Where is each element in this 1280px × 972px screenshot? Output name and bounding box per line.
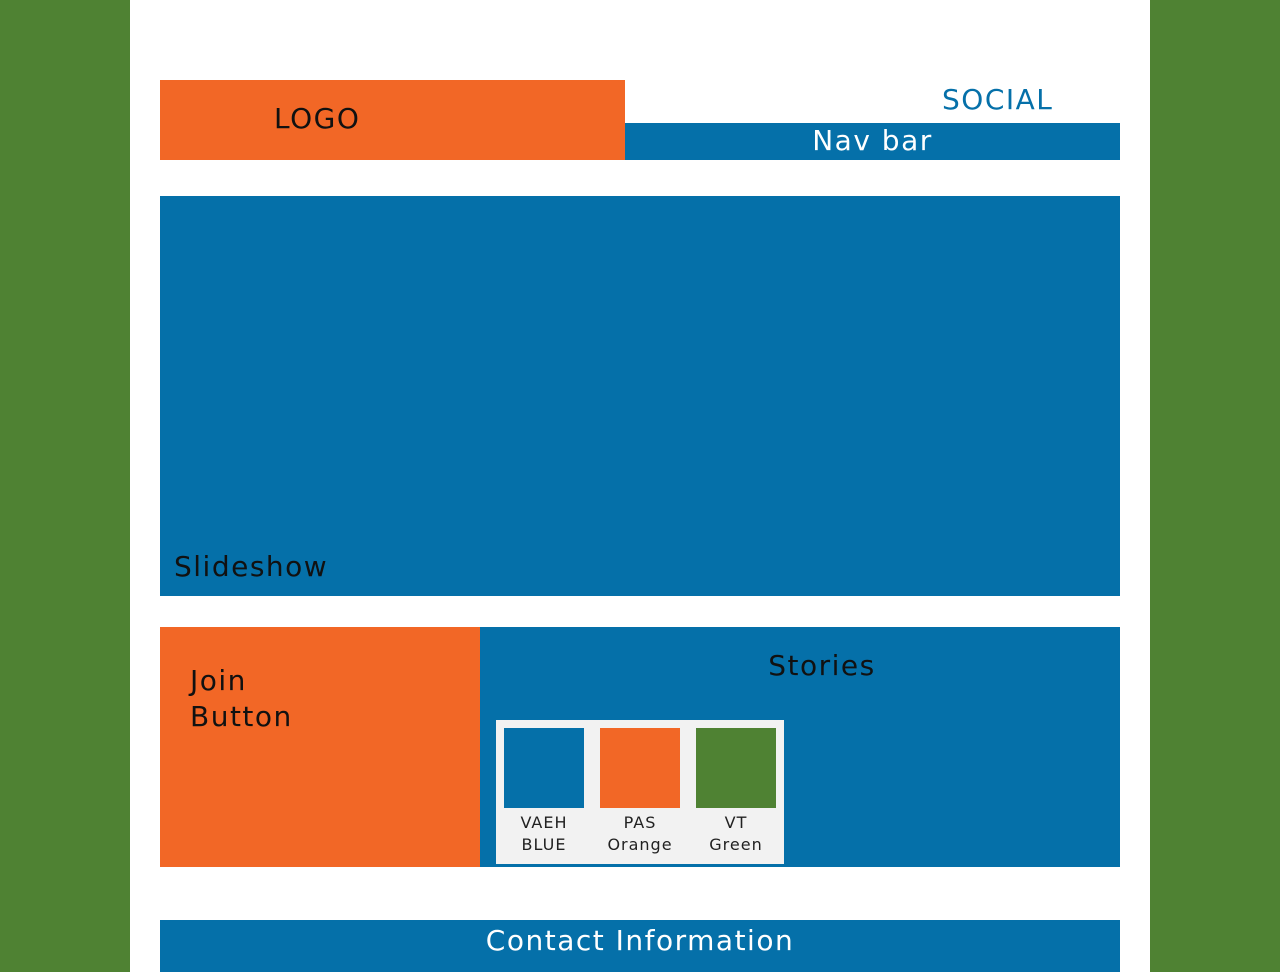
swatch-orange [600,728,680,808]
slideshow-label: Slideshow [174,550,329,583]
join-button-label-line2: Button [190,700,293,733]
swatch-green-label-line1: VT [724,813,748,832]
swatch-orange-label-line2: Orange [607,835,673,854]
swatch-green-label-line2: Green [709,835,763,854]
swatch-blue-label-line2: BLUE [521,835,567,854]
swatch-orange-label-line1: PAS [623,813,657,832]
contact-footer-label: Contact Information [485,924,795,957]
logo-label: LOGO [274,102,361,135]
swatch-orange-label: PAS Orange [592,812,688,856]
swatch-blue-label: VAEH BLUE [496,812,592,856]
color-palette: VAEH BLUE PAS Orange VT Green [496,720,784,864]
join-button[interactable]: Join Button [160,627,480,867]
stories-section: Stories VAEH BLUE PAS Orange VT Green [480,627,1120,867]
swatch-blue-label-line1: VAEH [520,813,568,832]
slideshow[interactable]: Slideshow [160,196,1120,596]
nav-bar-label: Nav bar [812,124,933,157]
swatch-blue [504,728,584,808]
contact-footer[interactable]: Contact Information [160,920,1120,972]
social-links[interactable]: SOCIAL [942,83,1054,116]
join-button-label: Join Button [190,663,293,735]
nav-bar[interactable]: Nav bar [625,123,1120,160]
swatch-green [696,728,776,808]
join-button-label-line1: Join [190,664,247,697]
page-canvas: LOGO SOCIAL Nav bar Slideshow Join Butto… [130,0,1150,972]
stories-title: Stories [768,649,876,682]
logo[interactable]: LOGO [160,80,625,160]
swatch-green-label: VT Green [688,812,784,856]
